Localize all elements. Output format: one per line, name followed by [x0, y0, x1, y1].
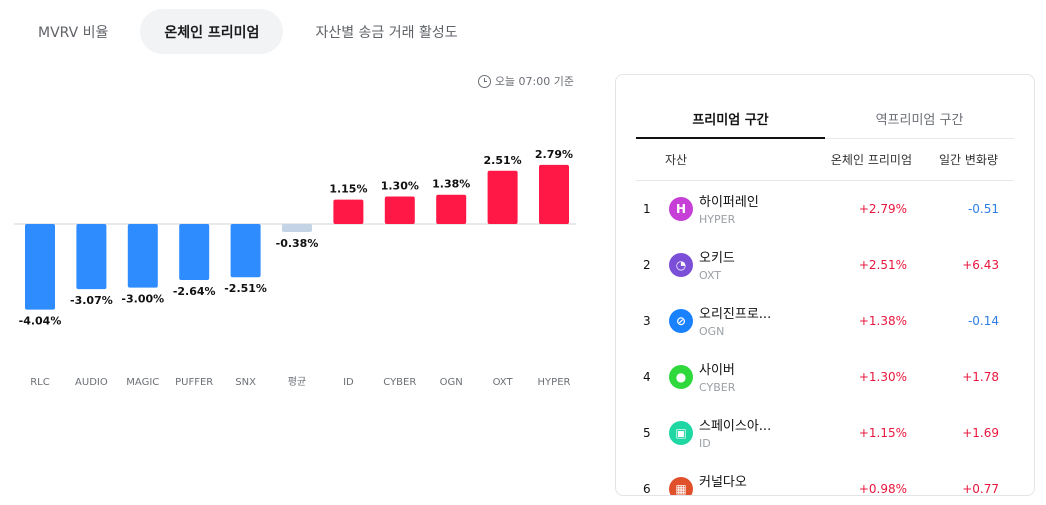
icon-glyph: ▣	[675, 426, 687, 440]
daily-change-value: +1.78	[962, 370, 999, 384]
bar-value-label: 1.38%	[432, 178, 470, 191]
bar-value-label: 2.51%	[484, 154, 522, 167]
coin-symbol: ID	[699, 437, 711, 450]
bar-OGN[interactable]	[436, 194, 467, 224]
category-label: RLC	[30, 377, 50, 388]
category-label: ID	[343, 377, 354, 388]
icon-glyph: ⊘	[675, 314, 687, 328]
bar-RLC[interactable]	[25, 224, 55, 310]
coin-name: 오키드	[699, 251, 735, 266]
icon-glyph: H	[675, 202, 687, 216]
daily-change-value: +6.43	[962, 258, 999, 272]
premium-value: +2.79%	[858, 202, 907, 216]
hyper-icon: H	[669, 197, 693, 221]
kernel-icon: ▦	[669, 477, 693, 496]
icon-glyph: ▦	[675, 482, 687, 496]
bar-OXT[interactable]	[487, 170, 518, 224]
row-rank: 6	[643, 482, 651, 496]
cyber-icon: ●	[669, 365, 693, 389]
bar-CYBER[interactable]	[384, 196, 415, 224]
category-label: AUDIO	[75, 377, 108, 388]
bar-PUFFER[interactable]	[179, 224, 210, 280]
premium-ranking-panel: 프리미엄 구간 역프리미엄 구간 자산 온체인 프리미엄 일간 변화량 1 H 하이…	[615, 74, 1035, 496]
tab-onchain-premium[interactable]: 온체인 프리미엄	[140, 9, 284, 54]
table-row[interactable]: 3 ⊘ 오리진프로... OGN +1.38% -0.14	[636, 293, 1014, 349]
category-label: PUFFER	[175, 377, 213, 388]
coin-name: 커널다오	[699, 475, 747, 490]
bar-value-label: -3.00%	[121, 293, 164, 306]
category-label: OXT	[493, 377, 514, 388]
daily-change-value: +1.69	[962, 426, 999, 440]
coin-name: 오리진프로...	[699, 307, 772, 322]
row-rank: 3	[643, 314, 651, 328]
daily-change-value: +0.77	[962, 482, 999, 496]
bar-value-label: 1.30%	[381, 179, 419, 192]
coin-symbol: OXT	[699, 269, 722, 282]
premium-value: +1.15%	[858, 426, 907, 440]
bar-value-label: -2.51%	[224, 282, 267, 295]
header-premium[interactable]: 온체인 프리미엄	[830, 153, 912, 167]
category-label: 평균	[288, 376, 306, 388]
timestamp-text: 오늘 07:00 기준	[494, 75, 574, 88]
bar-value-label: -2.64%	[173, 285, 216, 298]
coin-symbol: KERNEL	[699, 493, 742, 495]
tab-transfer-activity[interactable]: 자산별 송금 거래 활성도	[315, 24, 458, 41]
category-label: HYPER	[538, 377, 571, 388]
coin-name: 스페이스아...	[699, 419, 772, 434]
origin-icon: ⊘	[669, 309, 693, 333]
row-rank: 1	[643, 202, 651, 216]
coin-name: 하이퍼레인	[699, 195, 759, 210]
bar-AUDIO[interactable]	[76, 224, 107, 290]
category-label: SNX	[235, 377, 256, 388]
tab-mvrv[interactable]: MVRV 비율	[38, 24, 109, 41]
panel-tabs: 프리미엄 구간 역프리미엄 구간	[636, 101, 1014, 139]
table-row[interactable]: 5 ▣ 스페이스아... ID +1.15% +1.69	[636, 405, 1014, 461]
tab-premium-zone[interactable]: 프리미엄 구간	[636, 101, 825, 139]
chart-svg: -4.04% RLC -3.07% AUDIO -3.00% MAGIC -2.64% PUF…	[14, 148, 576, 388]
icon-glyph: ●	[675, 370, 687, 384]
bar-value-label: 1.15%	[329, 183, 367, 196]
bar-value-label: -4.04%	[19, 315, 62, 328]
row-rank: 5	[643, 426, 651, 440]
bar-MAGIC[interactable]	[127, 224, 158, 288]
row-rank: 2	[643, 258, 651, 272]
premium-value: +2.51%	[858, 258, 907, 272]
bar-평균[interactable]	[282, 224, 312, 233]
coin-symbol: HYPER	[699, 213, 736, 226]
bar-value-label: -0.38%	[276, 237, 319, 250]
coin-symbol: OGN	[699, 325, 725, 338]
tab-discount-zone[interactable]: 역프리미엄 구간	[875, 113, 964, 128]
daily-change-value: -0.51	[967, 202, 999, 216]
bar-ID[interactable]	[333, 199, 364, 224]
premium-value: +1.38%	[858, 314, 907, 328]
table-header: 자산 온체인 프리미엄 일간 변화량	[636, 139, 1014, 181]
premium-value: +1.30%	[858, 370, 907, 384]
orchid-icon: ◔	[669, 253, 693, 277]
daily-change-value: -0.14	[967, 314, 999, 328]
bar-HYPER[interactable]	[539, 164, 569, 224]
bar-SNX[interactable]	[230, 224, 261, 278]
table-row[interactable]: 2 ◔ 오키드 OXT +2.51% +6.43	[636, 237, 1014, 293]
bar-value-label: 2.79%	[535, 148, 573, 161]
coin-name: 사이버	[699, 363, 735, 378]
table-row[interactable]: 6 ▦ 커널다오 KERNEL +0.98% +0.77	[636, 461, 1014, 496]
header-asset[interactable]: 자산	[665, 153, 688, 167]
header-change[interactable]: 일간 변화량	[938, 153, 998, 167]
category-label: OGN	[440, 377, 463, 388]
coin-symbol: CYBER	[699, 381, 736, 394]
premium-bar-chart: -4.04% RLC -3.07% AUDIO -3.00% MAGIC -2.64% PUF…	[14, 148, 576, 388]
row-rank: 4	[643, 370, 651, 384]
clock-icon	[477, 74, 491, 88]
category-label: CYBER	[383, 377, 416, 388]
timestamp: 오늘 07:00 기준	[477, 73, 574, 89]
icon-glyph: ◔	[675, 258, 687, 272]
category-label: MAGIC	[126, 377, 159, 388]
bar-value-label: -3.07%	[70, 294, 113, 307]
space-id-icon: ▣	[669, 421, 693, 445]
table-row[interactable]: 1 H 하이퍼레인 HYPER +2.79% -0.51	[636, 181, 1014, 237]
metric-tabs: MVRV 비율 온체인 프리미엄 자산별 송금 거래 활성도	[14, 9, 482, 54]
premium-value: +0.98%	[858, 482, 907, 496]
table-row[interactable]: 4 ● 사이버 CYBER +1.30% +1.78	[636, 349, 1014, 405]
